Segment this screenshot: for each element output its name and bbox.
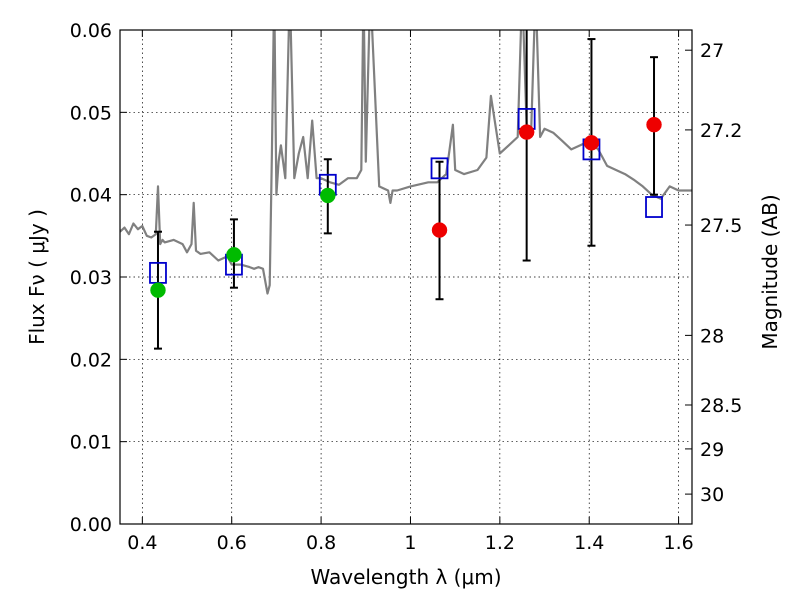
y-tick-label: 0.05	[70, 102, 112, 124]
right-tick-label: 28.5	[700, 395, 742, 417]
right-tick-label: 27	[700, 40, 724, 62]
x-tick-label: 1.2	[485, 532, 515, 554]
y-tick-label: 0.01	[70, 432, 112, 454]
observed-point	[646, 116, 662, 133]
observed-point	[518, 124, 535, 140]
x-tick-label: 1.6	[663, 532, 693, 554]
x-tick-label: 0.6	[217, 532, 247, 554]
right-tick-label: 29	[700, 439, 724, 461]
x-tick-label: 0.8	[306, 532, 336, 554]
observed-point	[583, 135, 600, 151]
x-tick-label: 0.4	[127, 532, 157, 554]
y-axis-label: Flux Fν ( μJy )	[25, 209, 49, 345]
model-square-point	[645, 196, 663, 218]
x-tick-label: 1.4	[574, 532, 604, 554]
y-tick-label: 0.06	[70, 20, 112, 42]
y-tick-label: 0.02	[70, 349, 112, 371]
y-tick-label: 0.00	[70, 514, 112, 536]
right-tick-label: 28	[700, 325, 724, 347]
observed-point	[226, 247, 242, 263]
plot-area	[120, 30, 692, 350]
grid	[120, 29, 692, 525]
right-tick-label: 27.2	[700, 120, 742, 142]
observed-point	[150, 282, 166, 298]
right-tick-label: 30	[700, 484, 724, 506]
right-tick-label: 27.5	[700, 215, 742, 237]
model-spectrum-line	[120, 30, 692, 295]
y-tick-label: 0.04	[70, 185, 112, 207]
right-axis-label: Magnitude (AB)	[758, 194, 782, 349]
model-square-point	[430, 157, 449, 180]
x-axis-label: Wavelength λ (μm)	[310, 565, 501, 589]
observed-point	[431, 222, 448, 238]
y-tick-label: 0.03	[70, 267, 112, 289]
x-tick-label: 1	[404, 532, 416, 554]
observed-point	[320, 187, 336, 204]
ticks: 0.4 0.6 0.8 1 1.2 1.4 1.6 0.00 0.01 0.02 0.03 0.04 0…	[70, 20, 743, 554]
